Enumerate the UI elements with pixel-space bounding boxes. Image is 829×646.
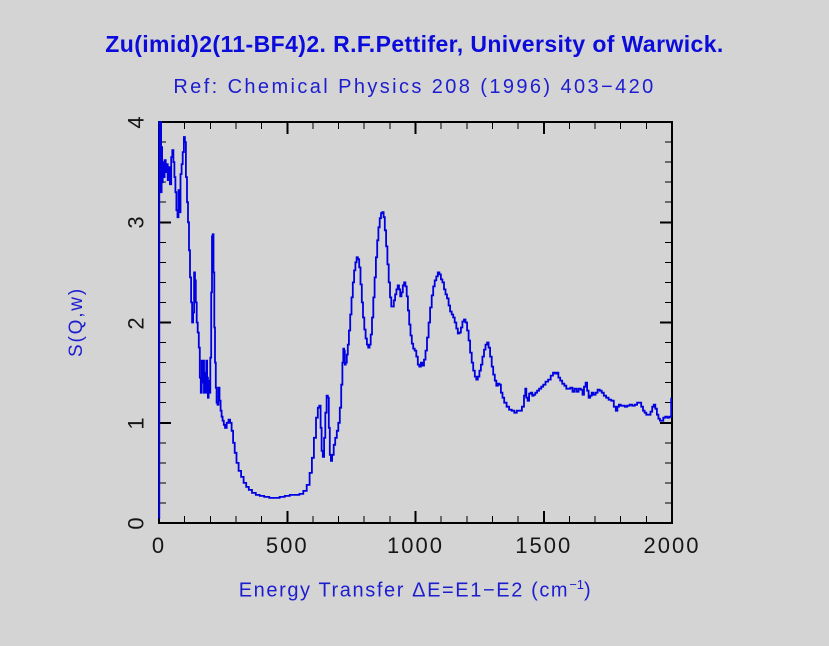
y-tick-label-text: 1 <box>124 416 149 430</box>
spectrum-line <box>158 121 673 519</box>
x-tick-label: 1500 <box>515 533 573 558</box>
y-axis-label: S(Q,w) <box>66 287 87 357</box>
x-axis-label-superscript: −1 <box>569 577 585 592</box>
x-tick-label: 1000 <box>387 533 444 558</box>
x-tick-label: 0 <box>151 533 167 558</box>
x-axis-label: Energy Transfer ΔE=E1−E2 (cm−1) <box>158 577 673 603</box>
y-tick-label-text: 2 <box>124 315 149 330</box>
x-tick-label: 500 <box>265 533 309 558</box>
plot-area <box>158 121 673 524</box>
chart-reference: Ref: Chemical Physics 208 (1996) 403−420 <box>173 76 656 98</box>
y-tick-label-text: 0 <box>124 516 149 530</box>
x-axis-label-text: Energy Transfer ΔE=E1−E2 (cm <box>238 579 570 602</box>
y-tick-label-text: 4 <box>124 115 149 129</box>
x-tick-label: 2000 <box>643 533 701 558</box>
x-axis-label-close: ) <box>584 579 593 602</box>
chart-title: Zu(imid)2(11-BF4)2. R.F.Pettifer, Univer… <box>105 31 724 57</box>
y-tick-label-text: 3 <box>124 215 149 229</box>
